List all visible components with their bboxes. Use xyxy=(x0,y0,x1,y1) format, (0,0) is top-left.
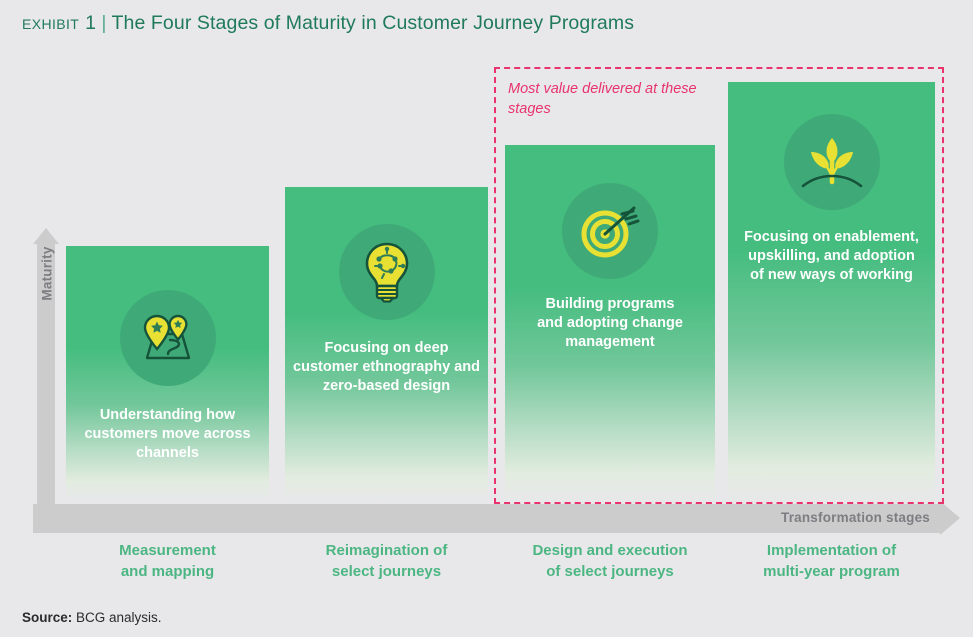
source-note: Source: BCG analysis. xyxy=(22,610,162,625)
stage-bar-2[interactable]: Focusing on deep customer ethnography an… xyxy=(285,187,488,502)
stage-label-1: Measurement and mapping xyxy=(119,542,216,580)
stage-caption-3: Building programs and adopting change ma… xyxy=(537,296,683,351)
y-axis-shaft xyxy=(37,242,55,533)
x-axis: Transformation stages xyxy=(33,501,960,535)
target-arrow-icon xyxy=(562,183,658,279)
stage-caption-4: Focusing on enablement, upskilling, and … xyxy=(744,229,919,284)
page-title: Exhibit 1 | The Four Stages of Maturity in… xyxy=(22,12,634,35)
source-label: Source: xyxy=(22,610,73,625)
stage-label-2: Reimagination of select journeys xyxy=(325,542,448,580)
value-highlight-note: Most value delivered at these stages xyxy=(508,81,697,117)
stage-bar-4[interactable]: Focusing on enablement, upskilling, and … xyxy=(728,82,935,502)
x-axis-label: Transformation stages xyxy=(781,510,930,525)
lightbulb-circuit-icon xyxy=(338,224,435,320)
stage-label-4: Implementation of multi-year program xyxy=(763,542,900,580)
y-axis: Maturity xyxy=(33,228,59,533)
exhibit-number: Exhibit 1 xyxy=(22,12,97,34)
stage-bar-1[interactable]: Understanding how customers move across … xyxy=(66,246,269,502)
stage-caption-2: Focusing on deep customer ethnography an… xyxy=(293,340,480,395)
x-axis-shaft xyxy=(33,504,941,533)
title-text: The Four Stages of Maturity in Customer … xyxy=(111,12,635,34)
map-pins-icon xyxy=(119,290,216,386)
stage-label-3: Design and execution of select journeys xyxy=(532,542,688,580)
title-separator: | xyxy=(101,12,107,34)
y-axis-arrowhead-icon xyxy=(33,228,59,244)
y-axis-label: Maturity xyxy=(39,246,55,301)
sprout-icon xyxy=(783,114,880,210)
x-axis-arrowhead-icon xyxy=(940,501,960,535)
stage-bar-3[interactable]: Building programs and adopting change ma… xyxy=(505,145,715,502)
stage-caption-1: Understanding how customers move across … xyxy=(84,407,251,462)
source-text: BCG analysis. xyxy=(76,610,162,625)
